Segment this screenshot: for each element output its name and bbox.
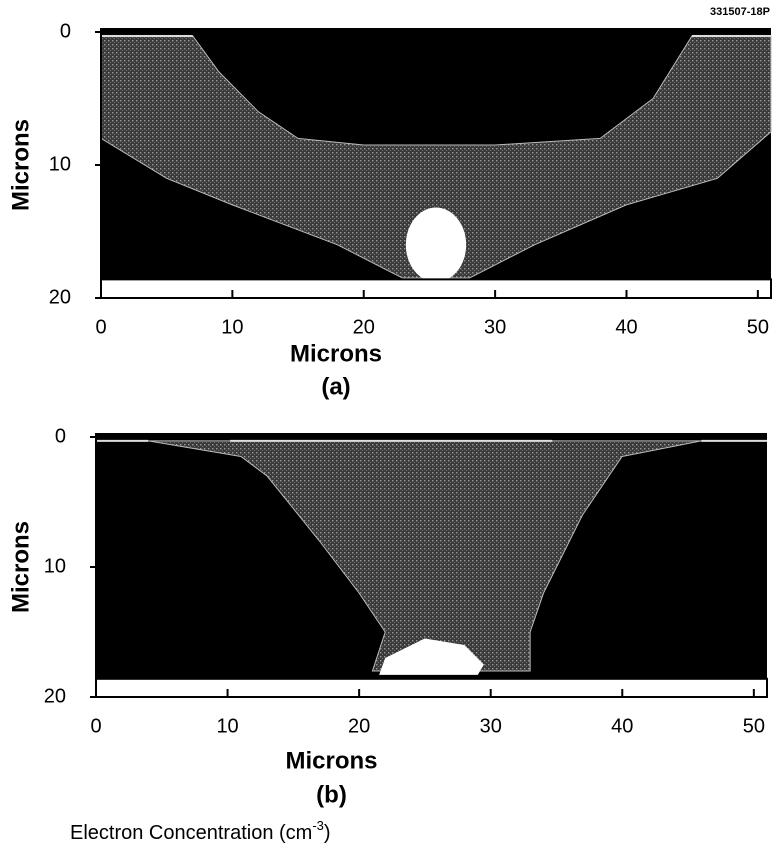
x-tick-label: 30 xyxy=(484,316,506,338)
y-tick-label: 0 xyxy=(55,425,66,447)
figure-id: 331507-18P xyxy=(710,6,770,18)
footer-close: ) xyxy=(324,822,331,844)
y-tick-label: 0 xyxy=(60,20,71,42)
x-tick-label: 10 xyxy=(216,715,238,737)
x-tick-label: 40 xyxy=(611,715,633,737)
x-tick-label: 50 xyxy=(743,715,765,737)
axis-strip xyxy=(95,677,768,698)
x-tick-label: 0 xyxy=(95,316,106,338)
y-tick-label: 10 xyxy=(49,153,71,175)
x-axis-label: Microns xyxy=(290,340,382,367)
footer: Electron Concentration (cm-3) xyxy=(70,818,331,844)
x-tick-label: 20 xyxy=(353,316,375,338)
caption: (a) xyxy=(321,373,350,400)
y-tick-label: 10 xyxy=(44,555,66,577)
high-concentration-blob xyxy=(379,638,484,675)
y-axis-label: Microns xyxy=(7,521,34,613)
y-tick-label: 20 xyxy=(49,286,71,308)
x-tick-label: 0 xyxy=(90,715,101,737)
x-axis-label: Microns xyxy=(285,747,377,774)
footer-superscript: -3 xyxy=(312,818,324,833)
high-concentration-blob xyxy=(405,207,467,283)
x-tick-label: 50 xyxy=(747,316,769,338)
x-tick-label: 30 xyxy=(480,715,502,737)
x-tick-label: 10 xyxy=(221,316,243,338)
concentration-region xyxy=(100,35,772,279)
footer-text: Electron Concentration (cm xyxy=(70,822,312,844)
x-tick-label: 20 xyxy=(348,715,370,737)
caption: (b) xyxy=(316,781,347,808)
y-axis-label: Microns xyxy=(7,119,34,211)
axis-strip xyxy=(100,278,772,300)
y-tick-label: 20 xyxy=(44,685,66,707)
x-tick-label: 40 xyxy=(615,316,637,338)
